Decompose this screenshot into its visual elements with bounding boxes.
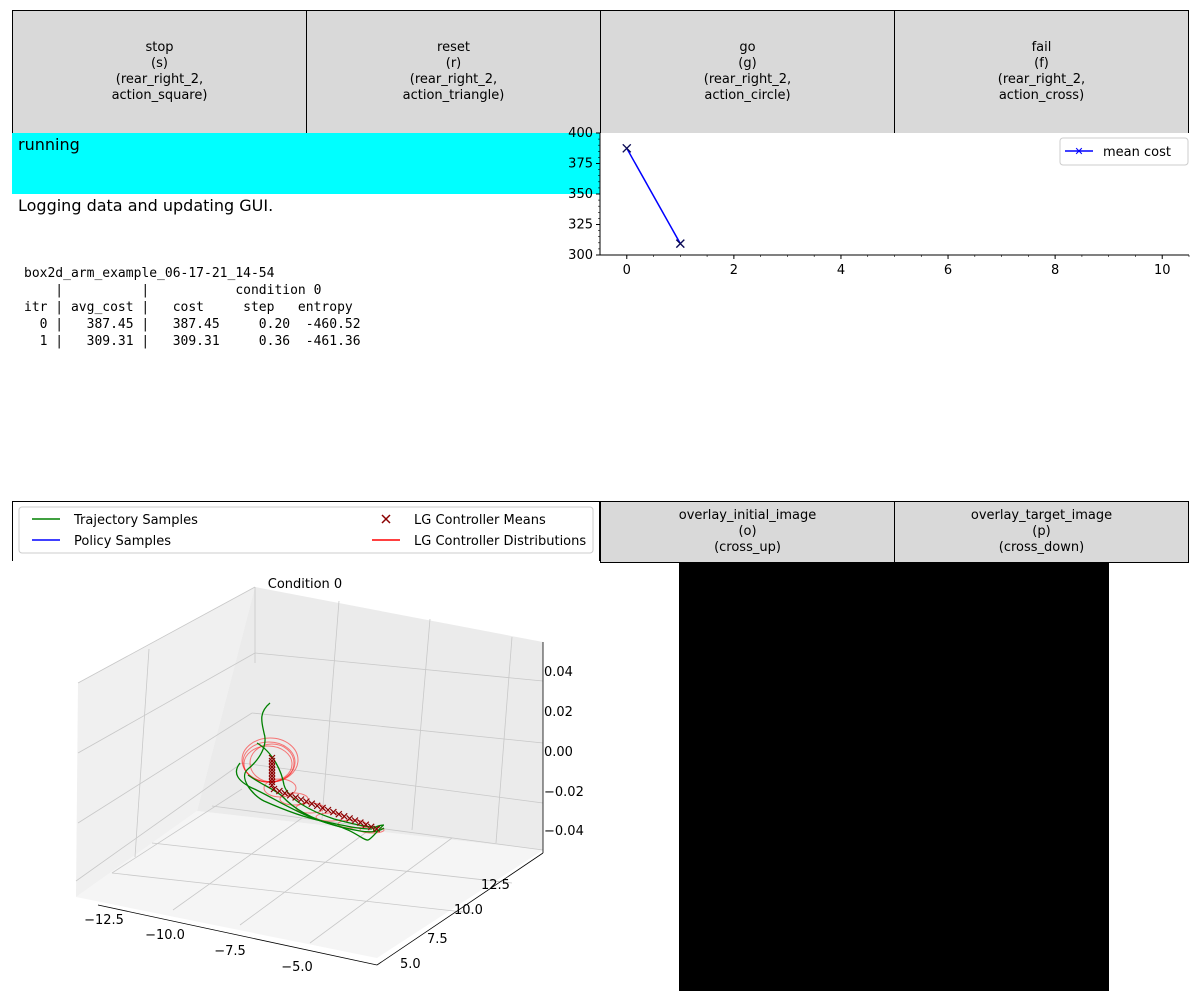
overlay-initial-image-button[interactable]: overlay_initial_image (o) (cross_up) [600,501,895,563]
lg-mean-marker [286,791,294,799]
svg-text:✕: ✕ [1074,145,1083,158]
lg-mean-marker [329,808,337,816]
legend-label: Trajectory Samples [73,513,198,528]
lg-mean-marker [313,802,321,810]
lg-mean-marker [268,775,276,783]
plot3d-title: Condition 0 [268,577,342,592]
lg-mean-marker [367,823,375,831]
z-tick-label: 0.04 [544,665,573,680]
lg-mean-marker [346,814,354,822]
cost-y-tick-label: 375 [568,157,593,172]
cost-y-tick-label: 300 [568,248,593,263]
lg-mean-marker [335,810,343,818]
log-text: box2d_arm_example_06-17-21_14-54 | | con… [24,266,361,349]
left-pane [76,587,255,897]
legend-item: Policy Samples [32,534,171,549]
stop-button[interactable]: stop (s) (rear_right_2, action_square) [12,10,307,134]
lg-mean-marker [275,787,283,795]
cost-legend: ✕ mean cost [1059,137,1189,166]
trajectory-legend: Trajectory Samples LG Controller Means Pol… [18,506,594,554]
cost-y-tick-label: 350 [568,187,593,202]
y-tick-label: 12.5 [481,878,510,893]
overlay-target-image-button[interactable]: overlay_target_image (p) (cross_down) [894,501,1189,563]
legend-label: LG Controller Distributions [414,534,586,549]
legend-item: LG Controller Distributions [372,534,586,549]
lg-mean-marker [356,819,364,827]
z-tick-label: 0.02 [544,705,573,720]
cost-legend-label: mean cost [1103,145,1171,160]
cost-y-tick-label: 325 [568,218,593,233]
mean-cost-line [626,147,681,245]
lg-mean-marker [362,821,370,829]
y-tick-label: 5.0 [400,957,421,972]
go-button[interactable]: go (g) (rear_right_2, action_circle) [600,10,895,134]
status-message: Logging data and updating GUI. [18,196,274,215]
image-view [679,563,1109,991]
lg-mean-marker [340,812,348,820]
z-tick-label: −0.02 [544,785,584,800]
lg-mean-marker [319,804,327,812]
status-bar: running [12,133,600,194]
y-tick-label: 10.0 [454,903,483,918]
mean-cost-point [622,143,632,153]
lg-mean-marker [297,796,305,803]
legend-item: LG Controller Means [381,513,546,528]
cost-y-tick-label: 400 [568,126,593,141]
lg-mean-marker [308,800,316,808]
x-tick-label: −10.0 [145,928,185,943]
legend-label: Policy Samples [74,534,171,549]
legend-marker [381,514,391,524]
lg-mean-marker [268,760,276,768]
fail-button[interactable]: fail (f) (rear_right_2, action_cross) [894,10,1189,134]
cost-x-tick-label: 6 [944,263,952,278]
lg-mean-marker [268,763,276,771]
lg-mean-marker [292,793,300,801]
lg-mean-marker [268,757,276,765]
trajectory-3d-plot: Condition 0 [75,577,584,975]
mean-cost-point [675,239,685,249]
lg-mean-marker [373,825,381,833]
cost-plot: 0 2 4 6 8 10 300 325 350 375 400 ✕ mean cost [568,126,1190,278]
trajectory-legend-panel: Trajectory Samples LG Controller Means Pol… [12,501,600,561]
lg-mean-marker [268,769,276,777]
lg-mean-marker [268,766,276,774]
lg-mean-marker [268,754,276,762]
z-tick-label: 0.00 [544,745,573,760]
lg-mean-marker [268,778,276,786]
cost-x-tick-label: 4 [837,263,845,278]
y-tick-label: 7.5 [427,932,448,947]
legend-item: Trajectory Samples [32,513,198,528]
cost-x-tick-label: 2 [730,263,738,278]
legend-label: LG Controller Means [414,513,546,528]
cost-x-tick-label: 0 [623,263,631,278]
z-tick-label: −0.04 [544,824,584,839]
reset-button[interactable]: reset (r) (rear_right_2, action_triangle… [306,10,601,134]
lg-mean-marker [351,817,359,824]
status-text: running [18,135,80,154]
cost-x-tick-label: 10 [1154,263,1171,278]
lg-mean-marker [281,789,289,797]
cost-x-tick-label: 8 [1051,263,1059,278]
lg-mean-marker [268,781,276,789]
lg-mean-marker [270,785,278,793]
lg-mean-marker [268,772,276,780]
x-tick-label: −12.5 [84,913,124,928]
lg-mean-marker [324,806,332,814]
lg-mean-marker [302,798,310,806]
x-tick-label: −7.5 [214,944,246,959]
x-tick-label: −5.0 [281,960,313,975]
